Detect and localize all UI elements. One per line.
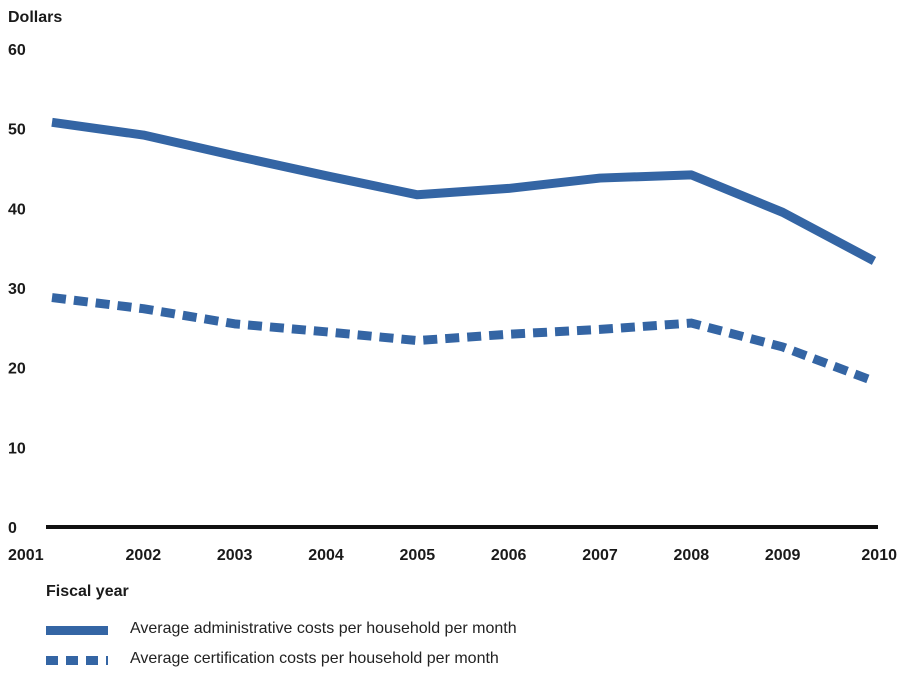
y-tick-labels: 0 10 20 30 40 50 60 (8, 42, 26, 537)
x-tick-label: 2007 (582, 547, 618, 564)
y-tick-label: 0 (8, 520, 17, 537)
x-tick-label: 2006 (491, 547, 527, 564)
legend-label: Average administrative costs per househo… (130, 620, 517, 637)
x-tick-label: 2002 (126, 547, 162, 564)
y-tick-label: 10 (8, 440, 26, 457)
y-axis-label: Dollars (8, 9, 62, 26)
y-tick-label: 30 (8, 281, 26, 298)
x-tick-label: 2008 (674, 547, 710, 564)
legend-label: Average certification costs per househol… (130, 650, 499, 667)
series-group (51, 117, 877, 386)
y-tick-label: 50 (8, 122, 26, 139)
x-tick-label: 2001 (8, 547, 44, 564)
legend-swatch-solid (46, 626, 108, 635)
x-tick-label: 2003 (217, 547, 253, 564)
x-tick-label: 2010 (861, 547, 897, 564)
y-tick-label: 40 (8, 201, 26, 218)
y-tick-label: 60 (8, 42, 26, 59)
x-tick-label: 2009 (765, 547, 801, 564)
x-tick-labels: 2001 2002 2003 2004 2005 2006 2007 2008 2009 2010 (8, 547, 897, 564)
series-line-administrative (51, 117, 877, 265)
series-line-certification (51, 293, 876, 386)
y-tick-label: 20 (8, 361, 26, 378)
legend: Average administrative costs per househo… (46, 618, 666, 678)
legend-item-certification: Average certification costs per househol… (46, 648, 666, 678)
legend-item-administrative: Average administrative costs per househo… (46, 618, 666, 648)
legend-swatch-dashed (46, 656, 108, 665)
x-axis-label: Fiscal year (46, 583, 129, 600)
x-tick-label: 2005 (400, 547, 436, 564)
x-tick-label: 2004 (308, 547, 344, 564)
